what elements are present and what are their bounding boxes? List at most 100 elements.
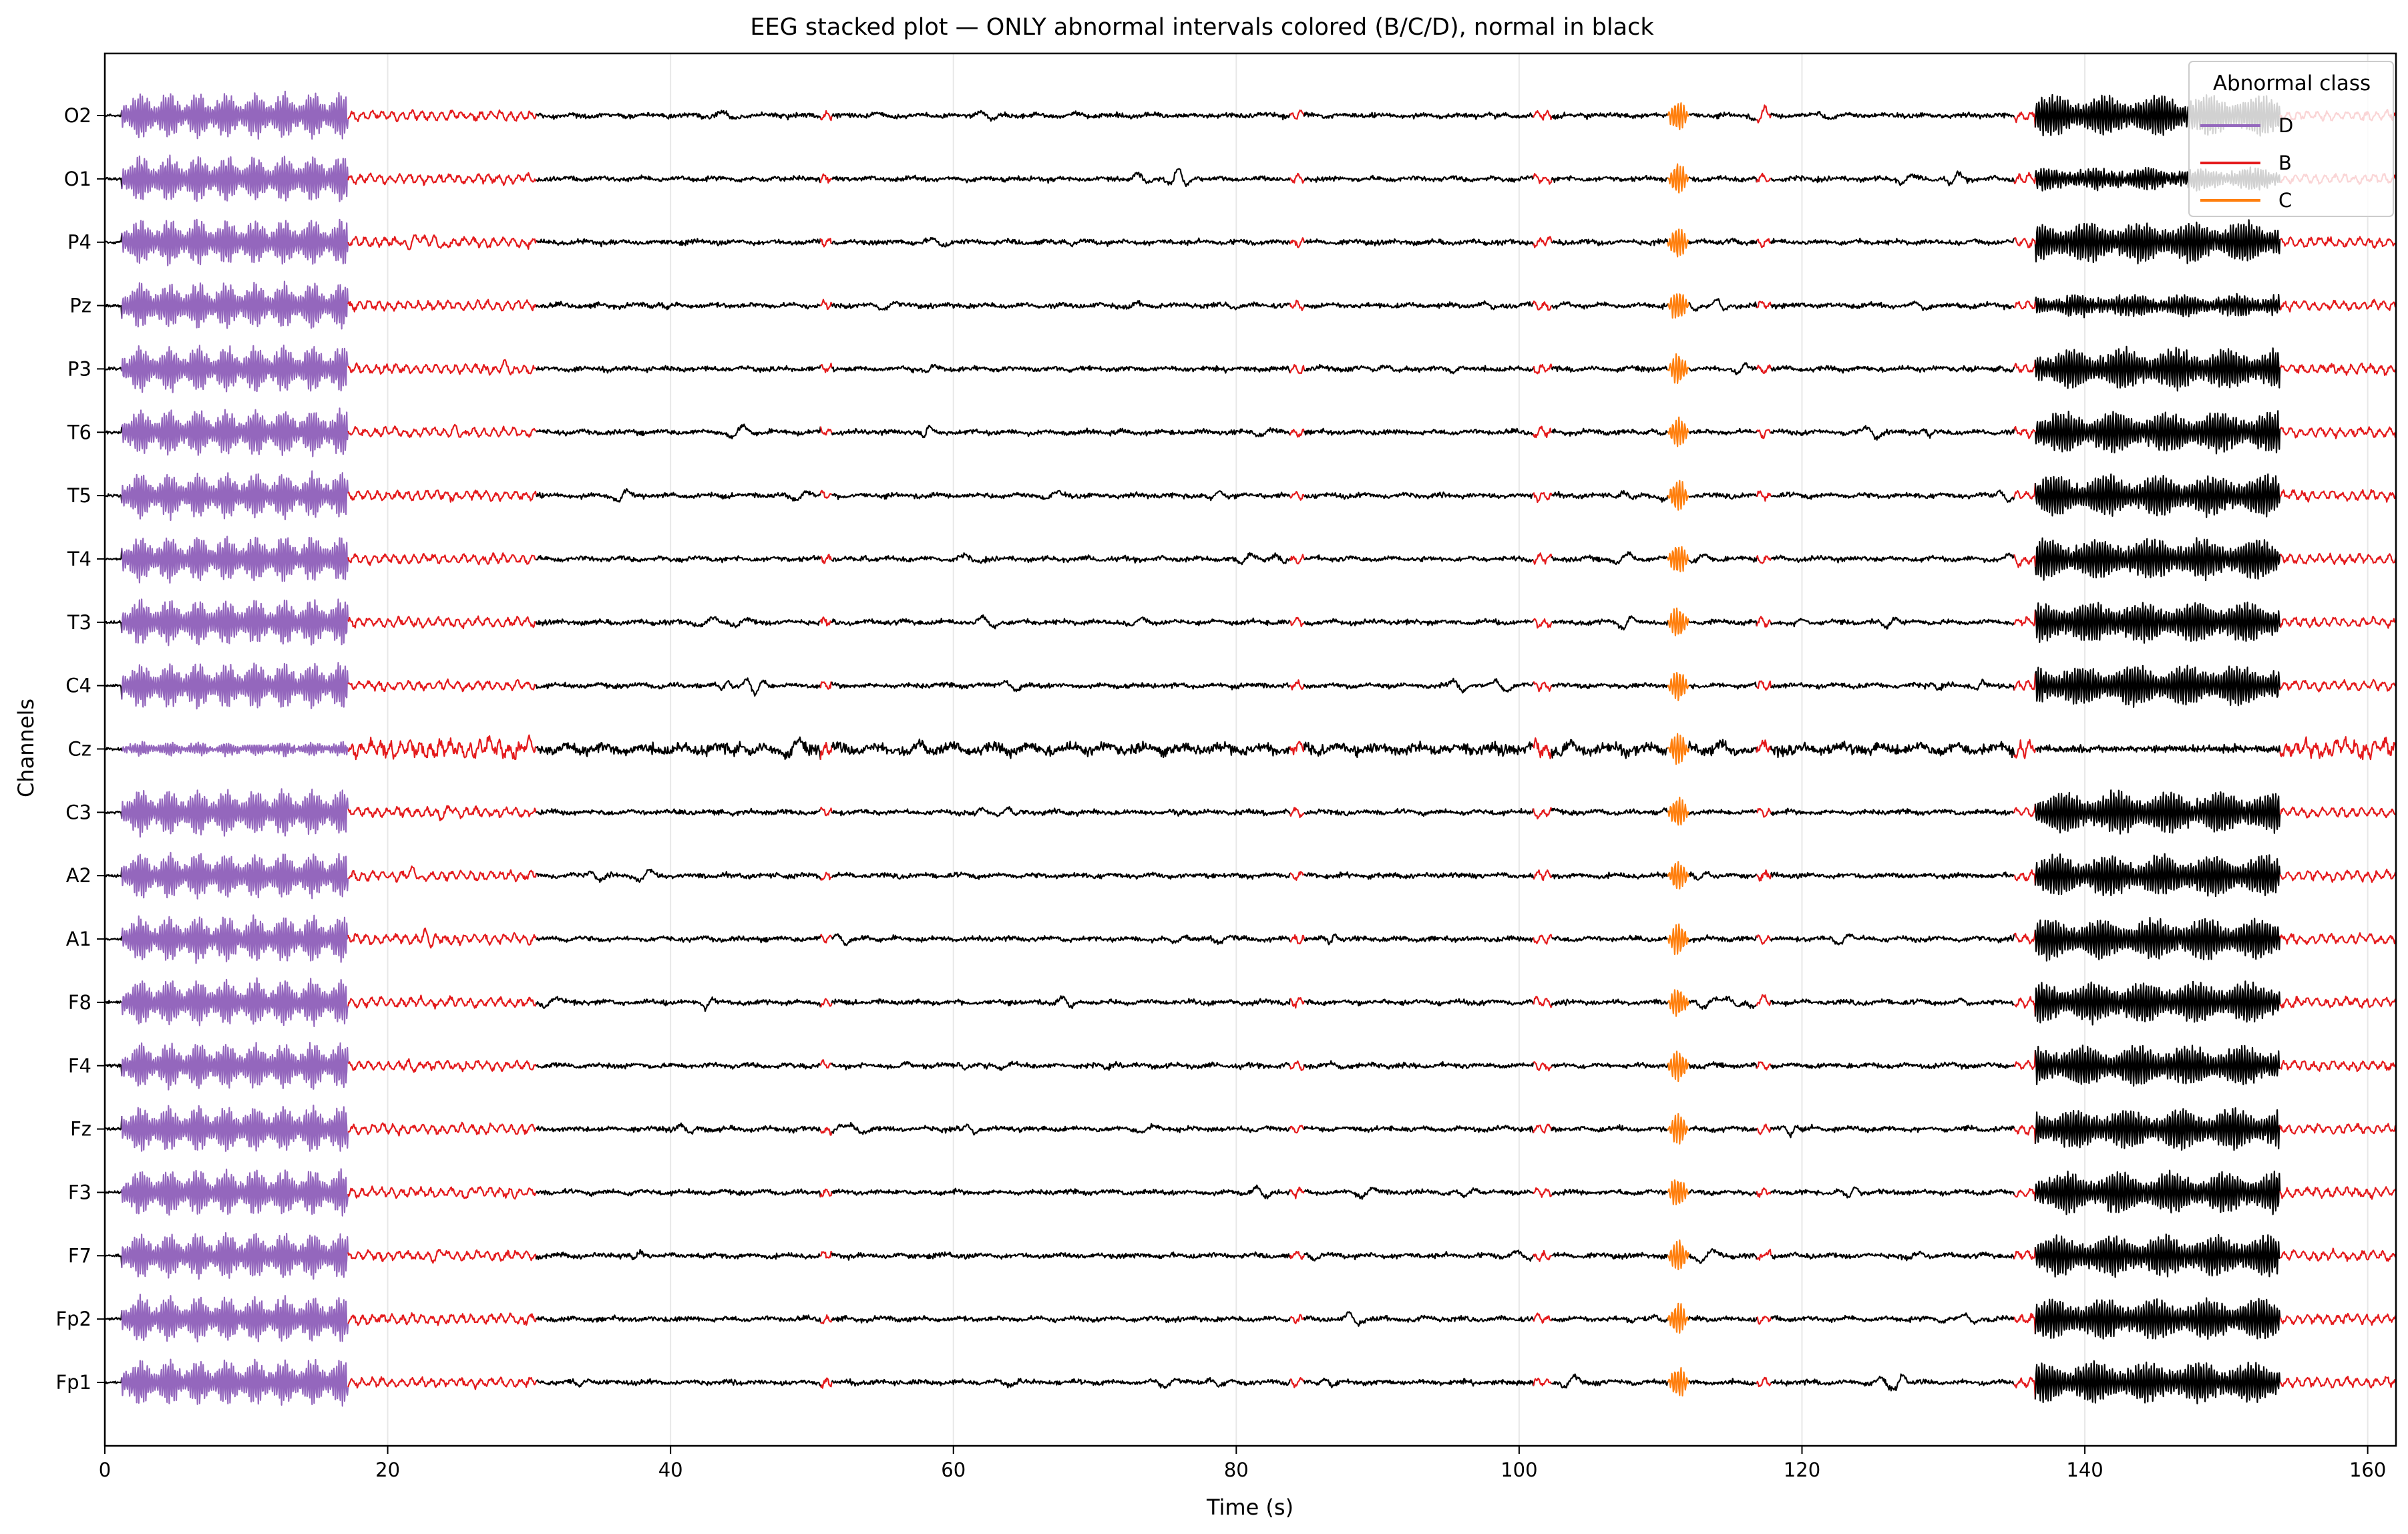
axes: 0 20 40 60 80 100 120 140 160 O2 O1 P4 Pz P3 T6 T5 T4 T3 C… [55,52,2397,1481]
abnormal-segment-D [121,154,349,202]
normal-segment [1770,1061,2015,1070]
abnormal-segment-B [819,681,833,690]
abnormal-segment-B [1756,1187,1772,1198]
normal-segment [1551,998,1669,1006]
abnormal-segment-B [2013,359,2036,373]
abnormal-segment-B [1756,172,1771,183]
abnormal-segment-B [819,998,833,1008]
channel-label-P3: P3 [67,357,91,380]
abnormal-segment-B [2013,1050,2036,1071]
abnormal-segment-B [2013,1125,2036,1144]
normal-segment [1551,365,1668,373]
normal-segment [1551,238,1669,246]
abnormal-segment-B [1756,104,1772,124]
abnormal-segment-C [1667,1367,1690,1397]
abnormal-segment-C [1667,1050,1690,1083]
abnormal-segment-C [1667,989,1690,1017]
abnormal-segment-B [1533,363,1553,375]
normal-segment [536,238,821,248]
abnormal-segment-B [2279,1248,2397,1262]
abnormal-segment-B [2013,172,2036,184]
normal-segment [1770,490,2015,504]
abnormal-segment-B [1533,301,1552,311]
channel-trace-A2 [104,851,2397,900]
normal-segment [1687,1314,1758,1323]
abnormal-segment-C [1667,733,1690,765]
abnormal-segment-B [347,423,537,438]
normal-segment [1770,110,2015,120]
abnormal-segment-B [347,994,538,1010]
abnormal-segment-C [1667,546,1689,573]
normal-segment [536,174,821,184]
normal-segment [1303,1377,1535,1388]
normal-segment [2034,916,2281,962]
abnormal-segment-B [347,109,538,123]
abnormal-segment-B [2013,111,2036,128]
normal-segment [1303,174,1535,183]
normal-segment [104,426,123,435]
normal-segment [535,1248,821,1261]
normal-segment [831,1251,1291,1261]
abnormal-segment-B [2279,995,2397,1009]
abnormal-segment-B [347,552,537,566]
channel-trace-Fp1 [104,1358,2397,1407]
abnormal-segment-C [1667,228,1690,258]
normal-segment [1687,739,1758,757]
abnormal-segment-B [1533,1187,1553,1198]
abnormal-segment-B [347,734,537,761]
normal-segment [2034,537,2281,582]
abnormal-segment-D [121,788,349,838]
abnormal-segment-D [121,851,349,900]
normal-segment [2034,410,2281,455]
abnormal-segment-B [1756,555,1772,564]
normal-segment [2034,1360,2281,1404]
abnormal-segment-B [819,872,832,881]
abnormal-segment-B [2279,1312,2397,1326]
normal-segment [831,614,1291,630]
normal-segment [2034,293,2281,319]
normal-segment [104,1377,123,1384]
channel-trace-C4 [104,662,2397,710]
channel-label-A1: A1 [66,928,91,950]
normal-segment [1303,677,1535,694]
normal-segment [2034,1297,2281,1340]
eeg-traces [104,90,2397,1407]
abnormal-segment-C [1667,416,1689,447]
abnormal-segment-B [1756,934,1772,945]
normal-segment [1551,682,1669,690]
abnormal-segment-D [121,90,349,140]
normal-segment [831,806,1291,817]
normal-segment [831,680,1291,693]
normal-segment [2034,980,2281,1026]
abnormal-segment-B [1756,429,1772,439]
abnormal-segment-B [1533,1061,1553,1072]
channel-trace-F7 [104,1231,2397,1280]
normal-segment [831,300,1291,311]
normal-segment [104,1189,123,1195]
abnormal-segment-B [819,173,832,184]
abnormal-segment-B [2280,616,2397,629]
legend-label-C: C [2278,189,2292,212]
abnormal-segment-B [347,1312,538,1326]
abnormal-segment-B [2013,1247,2036,1260]
abnormal-segment-D [121,1231,349,1280]
abnormal-segment-B [1289,554,1306,565]
abnormal-segment-B [2280,426,2397,439]
abnormal-segment-B [2279,932,2397,945]
normal-segment [536,935,821,944]
abnormal-segment-B [1756,301,1772,309]
abnormal-segment-B [2013,237,2036,248]
normal-segment [536,1188,821,1198]
normal-segment [1688,362,1758,376]
normal-segment [831,1061,1291,1071]
normal-segment [1770,1373,2015,1392]
abnormal-segment-B [1533,869,1553,882]
normal-segment [1688,1125,1758,1133]
normal-segment [831,424,1291,439]
abnormal-segment-B [1533,1123,1553,1134]
normal-segment [1303,871,1535,880]
abnormal-segment-B [1289,807,1305,819]
abnormal-segment-B [2013,425,2036,439]
abnormal-segment-D [121,1168,349,1217]
